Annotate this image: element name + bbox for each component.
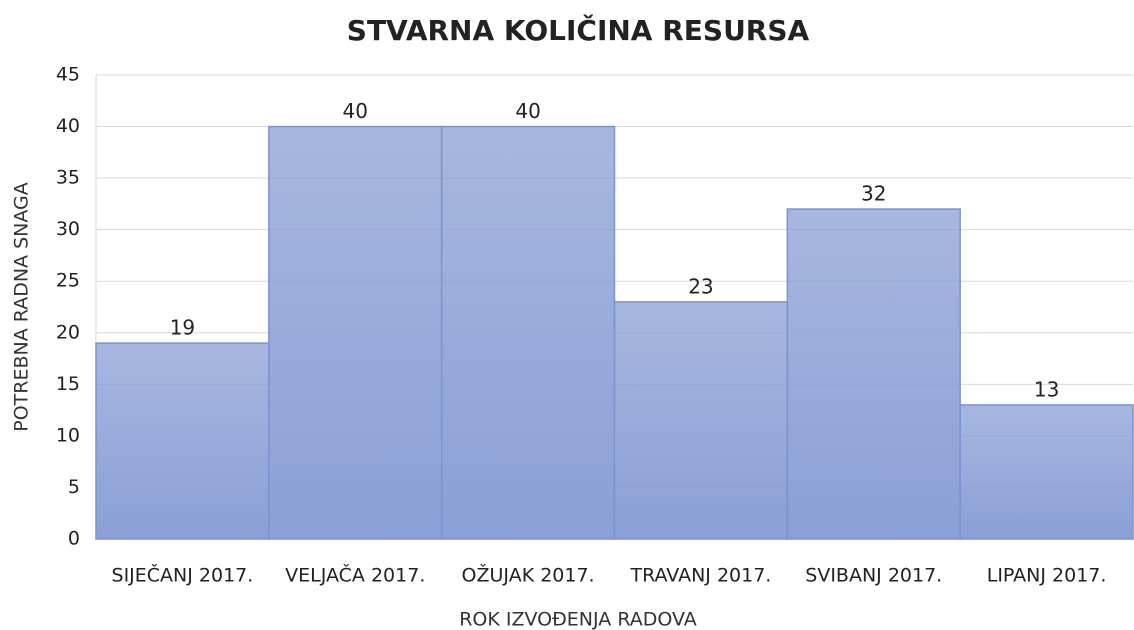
bar	[95, 342, 270, 540]
chart-title: STVARNA KOLIČINA RESURSA	[347, 13, 810, 47]
x-tick-label: VELJAČA 2017.	[285, 563, 425, 587]
bar	[959, 404, 1134, 540]
data-label: 19	[170, 316, 195, 340]
y-tick-label: 25	[56, 270, 80, 292]
y-tick-label: 35	[56, 167, 80, 189]
y-tick-label: 45	[56, 64, 80, 86]
x-tick-label: SIJEČANJ 2017.	[112, 563, 254, 587]
y-tick-label: 10	[56, 424, 80, 446]
x-axis-title: ROK IZVOĐENJA RADOVA	[459, 609, 697, 630]
bar	[268, 125, 443, 540]
x-tick-label: SVIBANJ 2017.	[805, 565, 942, 587]
y-tick-label: 30	[56, 218, 80, 240]
y-tick-label: 20	[56, 321, 80, 343]
y-tick-label: 5	[68, 476, 80, 498]
data-label: 32	[861, 182, 886, 206]
bar	[440, 125, 616, 540]
data-label: 23	[688, 274, 713, 298]
y-tick-label: 15	[56, 373, 80, 395]
y-tick-label: 40	[56, 115, 80, 137]
bar	[613, 301, 789, 540]
x-tick-label: TRAVANJ 2017.	[629, 565, 771, 587]
data-label: 13	[1034, 377, 1059, 401]
data-label: 40	[343, 99, 368, 123]
x-tick-label: OŽUJAK 2017.	[462, 564, 595, 587]
y-tick-label: 0	[68, 528, 80, 550]
x-tick-label: LIPANJ 2017.	[987, 565, 1107, 587]
bar	[786, 208, 961, 540]
data-label: 40	[515, 99, 540, 123]
y-axis-title: POTREBNA RADNA SNAGA	[11, 182, 33, 431]
